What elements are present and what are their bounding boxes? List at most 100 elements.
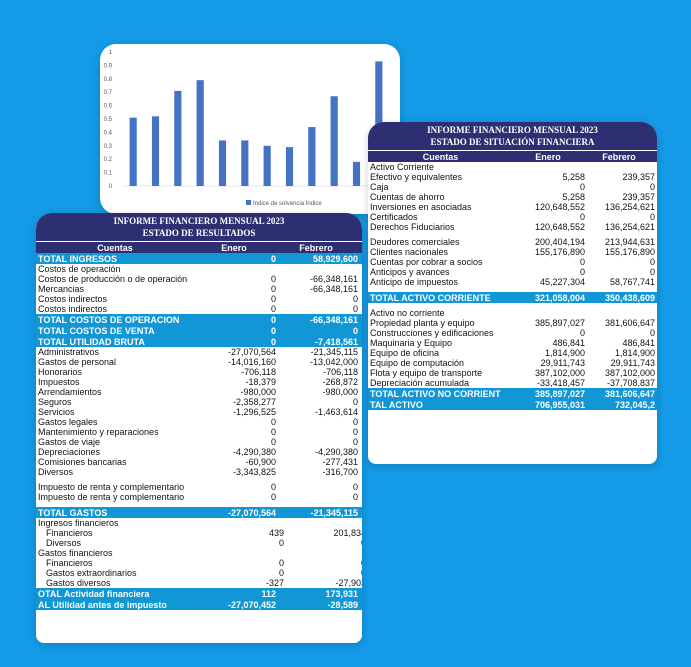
row-label: Gastos diversos [46, 578, 111, 588]
y-tick-label: 0.9 [104, 63, 113, 69]
chart-bar [129, 117, 137, 186]
total-row: TOTAL ACTIVO CORRIENTE 321,058,004 350,438… [368, 292, 657, 303]
solvency-chart-card: 0 0.1 0.2 0.3 0.4 0.5 0.6 0.7 0.8 0.9 1 Indice de … [100, 44, 400, 214]
row-label: AL Utilidad antes de impuesto [38, 599, 167, 610]
table-row: Derechos Fiduciarios 120,648,552 136,254,6… [368, 222, 657, 232]
table-row: Gastos diversos -327 -27,903 [36, 578, 362, 588]
table-row: Seguros -2,358,277 0 [36, 397, 362, 407]
value-enero: 385,897,027 [534, 318, 585, 328]
value-enero: 0 [579, 182, 585, 192]
table-row: Gastos financieros [36, 548, 362, 558]
value-enero: 0 [278, 558, 284, 568]
table-row: Servicios -1,296,525 -1,463,614 [36, 407, 362, 417]
value-febrero: 0 [352, 325, 358, 336]
value-febrero: -27,903 [335, 578, 362, 588]
table-row: Arrendamientos -980,000 -980,000 [36, 387, 362, 397]
table-row: Cuentas de ahorro 5,258 239,357 [368, 192, 657, 202]
col-header-cuentas: Cuentas [422, 151, 459, 162]
row-label: Propiedad planta y equipo [370, 318, 475, 328]
total-row: OTAL Actividad financiera 112 173,931 [36, 588, 362, 599]
row-label: Clientes nacionales [370, 247, 449, 257]
table-row: Costos de operación [36, 264, 362, 274]
value-febrero: -706,118 [323, 367, 358, 377]
value-enero: 0 [270, 482, 276, 492]
chart-bar [151, 116, 160, 186]
row-label: Diversos [46, 538, 82, 548]
row-label: TOTAL INGRESOS [38, 253, 118, 264]
table-row: Flota y equipo de transporte 387,102,000 3… [368, 368, 657, 378]
value-febrero: 0 [649, 328, 655, 338]
value-enero: 0 [270, 325, 276, 336]
value-enero: -980,000 [240, 387, 276, 397]
table-row: Costos indirectos 0 0 [36, 304, 362, 314]
y-tick-label: 0.4 [104, 130, 113, 136]
value-enero: 155,176,890 [534, 247, 585, 257]
value-febrero: -7,418,561 [314, 336, 358, 347]
chart-bar [174, 90, 182, 186]
value-febrero: -37,708,837 [606, 378, 655, 388]
table-row: Gastos legales 0 0 [36, 417, 362, 427]
row-label: Ingresos financieros [38, 518, 119, 528]
balance-sheet-report: INFORME FINANCIERO MENSUAL 2023 ESTADO D… [368, 122, 657, 464]
value-febrero: 29,911,743 [610, 358, 655, 368]
table-row: Efectivo y equivalentes 5,258 239,357 [368, 172, 657, 182]
row-label: TOTAL ACTIVO CORRIENTE [370, 292, 491, 303]
row-label: Derechos Fiduciarios [370, 222, 455, 232]
value-febrero: -66,348,161 [309, 314, 358, 325]
value-enero: 0 [579, 212, 585, 222]
table-row: Gastos extraordinarios 00 [36, 568, 362, 578]
row-label: Seguros [38, 397, 72, 407]
row-label: Administrativos [38, 347, 100, 357]
value-febrero: -21,345,115 [310, 507, 358, 518]
value-enero: 120,648,552 [534, 202, 585, 212]
row-label: Financieros [46, 528, 93, 538]
chart-bar [196, 80, 204, 186]
chart-bar [308, 127, 316, 186]
income-title-line1: INFORME FINANCIERO MENSUAL 2023 [113, 216, 285, 226]
value-febrero: -980,000 [322, 387, 358, 397]
value-febrero: -316,700 [322, 467, 358, 477]
value-febrero: 201,834 [333, 528, 362, 538]
value-enero: 439 [268, 528, 284, 538]
table-row: Impuesto de renta y complementario 0 0 [36, 492, 362, 502]
row-label: Arrendamientos [38, 387, 102, 397]
income-header-row: Cuentas Enero Febrero [36, 242, 362, 253]
row-label: Cuentas por cobrar a socios [370, 257, 483, 267]
value-enero: -327 [265, 578, 284, 588]
value-febrero: 155,176,890 [604, 247, 655, 257]
value-febrero: 381,606,647 [604, 388, 655, 399]
chart-bar [330, 96, 338, 186]
value-enero: 0 [270, 284, 276, 294]
value-febrero: 0 [649, 212, 655, 222]
row-label: Gastos financieros [38, 548, 113, 558]
value-enero: -27,070,564 [227, 507, 276, 518]
value-febrero: -13,042,000 [309, 357, 358, 367]
value-febrero: 486,841 [622, 338, 655, 348]
solvency-bar-chart: 0 0.1 0.2 0.3 0.4 0.5 0.6 0.7 0.8 0.9 1 Indice de … [104, 50, 390, 207]
value-febrero: 387,102,000 [604, 368, 655, 378]
col-header-cuentas: Cuentas [97, 242, 133, 253]
row-label: Costos de operación [38, 264, 121, 274]
value-febrero: -268,872 [322, 377, 358, 387]
table-row: Inversiones en asociadas 120,648,552 136,2… [368, 202, 657, 212]
income-title-line2: ESTADO DE RESULTADOS [142, 228, 256, 238]
table-row: Activo no corriente [368, 308, 657, 318]
row-label: Gastos de personal [38, 357, 117, 367]
table-row: Gastos de viaje 0 0 [36, 437, 362, 447]
value-enero: 0 [270, 294, 276, 304]
value-enero: -60,900 [245, 457, 276, 467]
table-row: Honorarios -706,118 -706,118 [36, 367, 362, 377]
value-enero: -27,070,564 [227, 347, 276, 357]
value-febrero: 0 [352, 427, 358, 437]
table-row: Mercancias 0 -66,348,161 [36, 284, 362, 294]
value-enero: -18,379 [245, 377, 276, 387]
row-label: Honorarios [38, 367, 83, 377]
table-row: Financieros 439 201,834 [36, 528, 362, 538]
table-row: Maquinaria y Equipo 486,841 486,841 [368, 338, 657, 348]
value-enero: 0 [270, 437, 276, 447]
value-febrero: -66,348,161 [309, 284, 358, 294]
row-label: Impuesto de renta y complementario [38, 482, 185, 492]
row-label: Mercancias [38, 284, 85, 294]
row-label: TOTAL ACTIVO NO CORRIENT [370, 388, 501, 399]
value-febrero: 0 [352, 482, 358, 492]
